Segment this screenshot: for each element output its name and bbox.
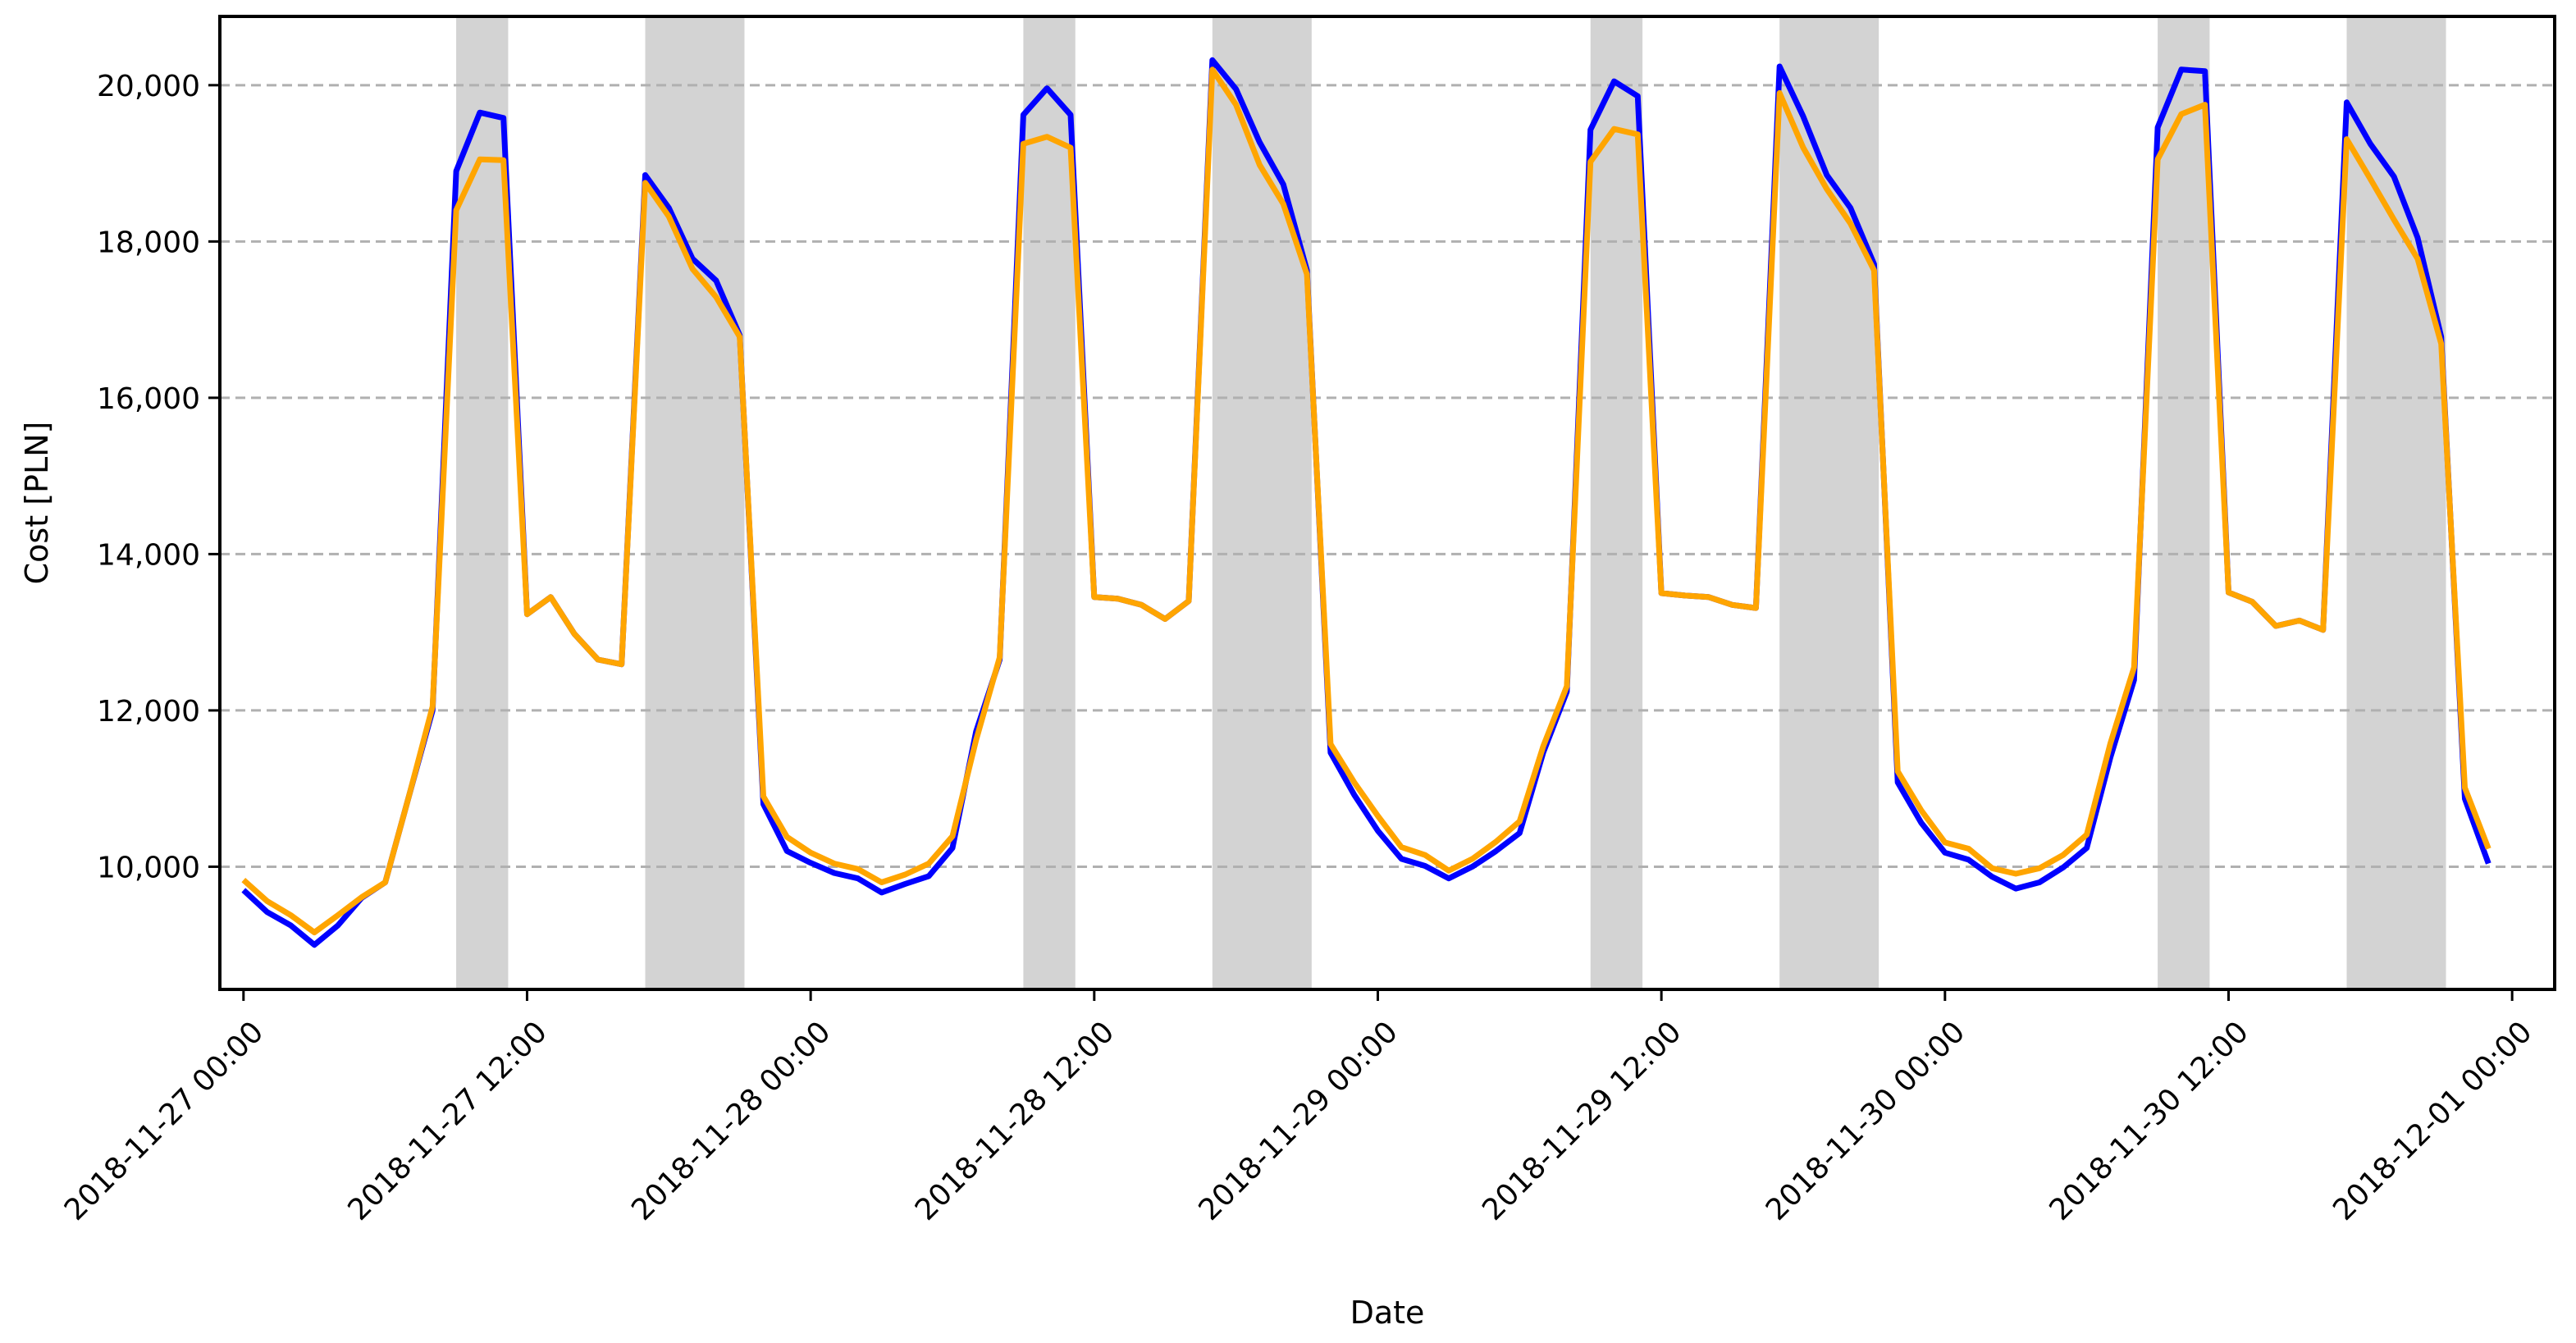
x-tick-label: 2018-11-30 00:00: [1760, 1015, 1971, 1227]
y-axis-ticks: 10,000 12,000 14,000 16,000 18,000 20,000: [97, 70, 220, 884]
x-tick-label: 2018-11-30 12:00: [2044, 1015, 2255, 1227]
x-axis-label: Date: [1350, 1295, 1425, 1331]
x-axis-ticks: 2018-11-27 00:00 2018-11-27 12:00 2018-11-…: [58, 989, 2539, 1227]
y-tick-label: 14,000: [97, 538, 200, 572]
shaded-band: [456, 16, 509, 989]
shaded-band: [645, 16, 745, 989]
x-tick-label: 2018-12-01 00:00: [2327, 1015, 2538, 1227]
x-tick-label: 2018-11-29 12:00: [1476, 1015, 1688, 1227]
y-tick-label: 12,000: [97, 695, 200, 729]
x-tick-label: 2018-11-27 00:00: [58, 1015, 270, 1227]
x-tick-label: 2018-11-27 12:00: [342, 1015, 554, 1227]
series-lines: [241, 57, 2492, 948]
x-tick-label: 2018-11-28 12:00: [909, 1015, 1121, 1227]
y-tick-label: 20,000: [97, 70, 200, 103]
plot-frame: [218, 15, 2556, 991]
shaded-bands: [456, 16, 2446, 989]
x-tick-label: 2018-11-28 00:00: [625, 1015, 837, 1227]
shaded-band: [1212, 16, 1312, 989]
y-tick-label: 18,000: [97, 226, 200, 259]
series-line-2: [241, 66, 2492, 935]
shaded-band: [1779, 16, 1879, 989]
series-line-1: [241, 57, 2492, 948]
shaded-band: [2158, 16, 2210, 989]
shaded-band: [1590, 16, 1643, 989]
x-tick-label: 2018-11-29 00:00: [1193, 1015, 1404, 1227]
y-axis-label: Cost [PLN]: [19, 422, 55, 585]
y-tick-label: 10,000: [97, 851, 200, 884]
y-tick-label: 16,000: [97, 382, 200, 416]
shaded-band: [1023, 16, 1076, 989]
